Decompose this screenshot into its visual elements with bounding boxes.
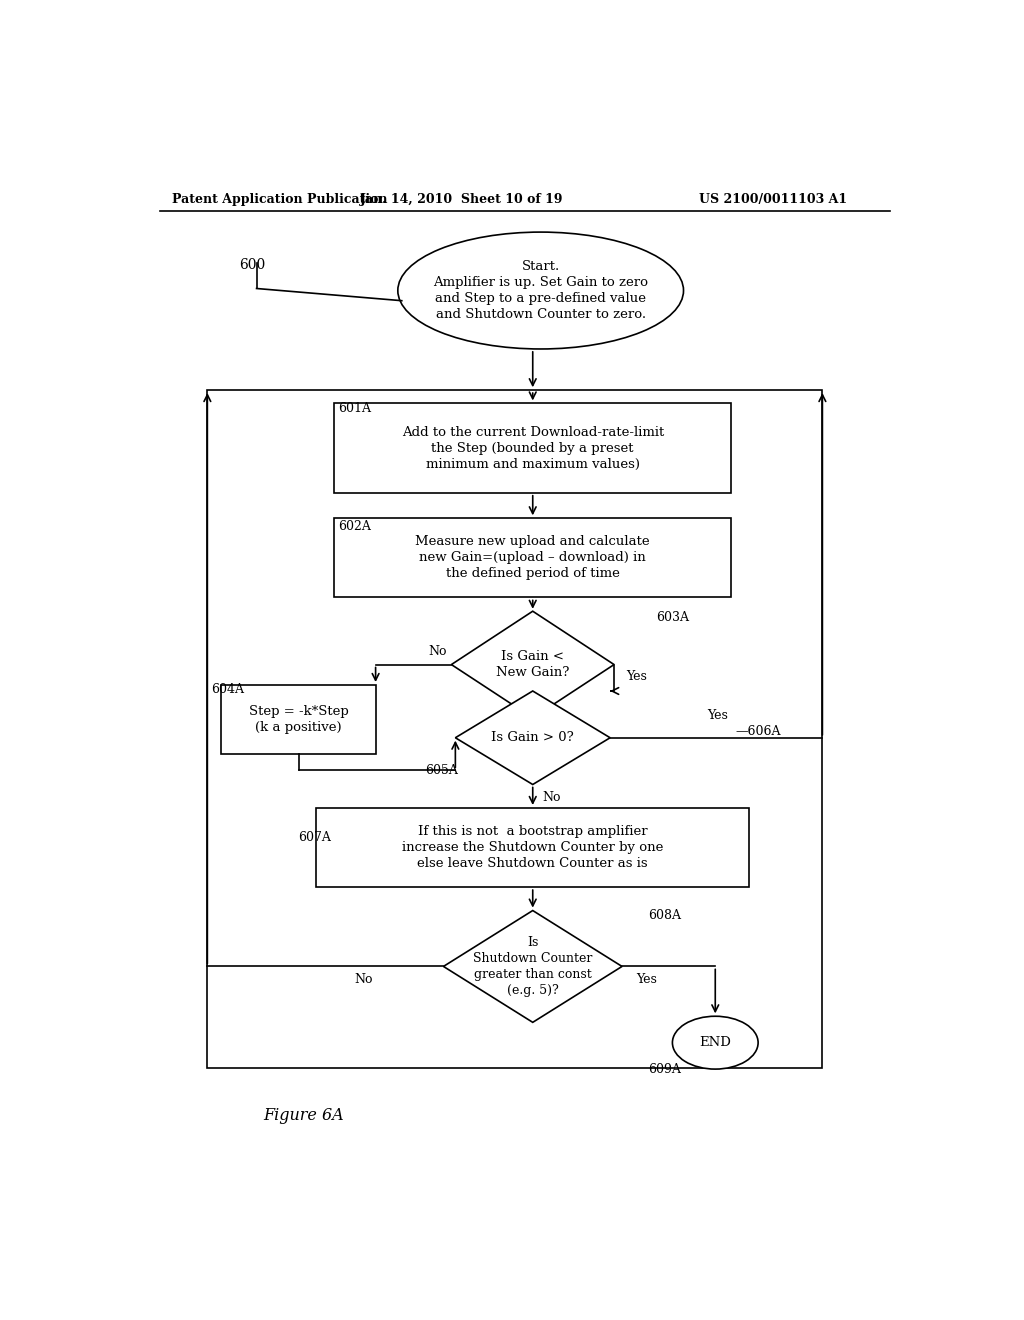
Text: Yes: Yes (627, 671, 647, 684)
Text: Patent Application Publication: Patent Application Publication (172, 193, 387, 206)
Text: Measure new upload and calculate
new Gain=(upload – download) in
the defined per: Measure new upload and calculate new Gai… (416, 536, 650, 581)
Text: Start.
Amplifier is up. Set Gain to zero
and Step to a pre-defined value
and Shu: Start. Amplifier is up. Set Gain to zero… (433, 260, 648, 321)
Text: Yes: Yes (708, 709, 728, 722)
Ellipse shape (398, 232, 684, 348)
Polygon shape (443, 911, 622, 1022)
Text: 607A: 607A (299, 830, 332, 843)
Text: 609A: 609A (648, 1063, 681, 1076)
Text: No: No (543, 791, 561, 804)
Text: END: END (699, 1036, 731, 1049)
Polygon shape (452, 611, 614, 718)
Text: Is
Shutdown Counter
greater than const
(e.g. 5)?: Is Shutdown Counter greater than const (… (473, 936, 593, 997)
Text: 604A: 604A (211, 684, 245, 697)
Text: Jan. 14, 2010  Sheet 10 of 19: Jan. 14, 2010 Sheet 10 of 19 (359, 193, 563, 206)
Text: Figure 6A: Figure 6A (263, 1107, 343, 1125)
Text: 603A: 603A (655, 611, 689, 624)
Text: 605A: 605A (426, 764, 459, 776)
Text: 600: 600 (240, 259, 265, 272)
Text: If this is not  a bootstrap amplifier
increase the Shutdown Counter by one
else : If this is not a bootstrap amplifier inc… (402, 825, 664, 870)
Ellipse shape (673, 1016, 758, 1069)
FancyBboxPatch shape (316, 808, 749, 887)
Text: Is Gain > 0?: Is Gain > 0? (492, 731, 574, 744)
Text: 601A: 601A (338, 401, 372, 414)
Text: No: No (428, 645, 446, 657)
FancyBboxPatch shape (334, 519, 731, 598)
Text: —606A: —606A (735, 725, 780, 738)
Text: No: No (354, 973, 373, 986)
Text: Step = -k*Step
(k a positive): Step = -k*Step (k a positive) (249, 705, 348, 734)
Polygon shape (456, 690, 610, 784)
FancyBboxPatch shape (334, 404, 731, 492)
FancyBboxPatch shape (221, 685, 376, 754)
Text: 608A: 608A (648, 909, 681, 923)
Text: US 2100/0011103 A1: US 2100/0011103 A1 (699, 193, 848, 206)
Text: Yes: Yes (636, 973, 656, 986)
Text: Add to the current Download-rate-limit
the Step (bounded by a preset
minimum and: Add to the current Download-rate-limit t… (401, 425, 664, 470)
Text: Is Gain <
New Gain?: Is Gain < New Gain? (496, 649, 569, 678)
Text: 602A: 602A (338, 520, 371, 533)
